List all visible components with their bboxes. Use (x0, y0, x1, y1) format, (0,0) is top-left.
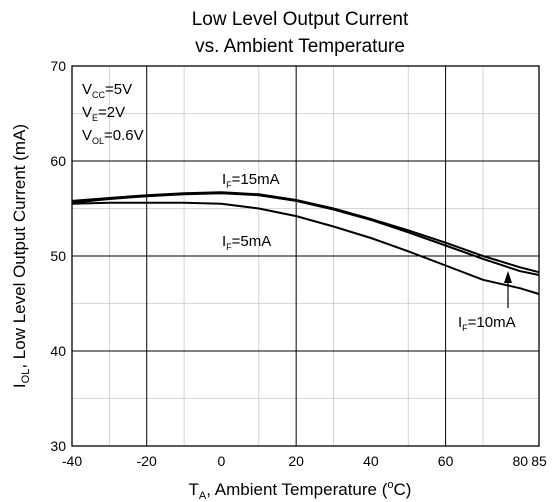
condition-ve: VE=2V (82, 104, 125, 123)
series-line-15ma (71, 191, 540, 274)
series-line-10ma (71, 192, 540, 276)
y-tick-label: 70 (50, 58, 66, 74)
y-axis-label: IOL, Low Level Output Current (mA) (10, 124, 32, 388)
condition-vol: VOL=0.6V (82, 127, 144, 146)
series-label-5ma: IF=5mA (222, 233, 271, 252)
y-tick-labels: 30 40 50 60 70 (50, 58, 66, 454)
x-tick-label: 80 (513, 453, 529, 469)
y-tick-label: 50 (50, 248, 66, 264)
chart-title-line-1: Low Level Output Current (192, 9, 409, 30)
x-tick-label: -20 (137, 453, 157, 469)
chart-title-line-2: vs. Ambient Temperature (195, 36, 405, 57)
series-line-5ma (71, 201, 540, 295)
x-tick-label: 85 (531, 453, 547, 469)
x-tick-label: 0 (218, 453, 226, 469)
x-axis-label: TA, Ambient Temperature (oC) (189, 479, 412, 502)
y-tick-label: 40 (50, 343, 66, 359)
y-tick-label: 30 (50, 438, 66, 454)
plot-frame (71, 65, 540, 447)
test-conditions: VCC=5V VE=2V VOL=0.6V (82, 81, 144, 146)
x-tick-label: 60 (438, 453, 454, 469)
series-label-15ma: IF=15mA (222, 171, 280, 190)
condition-vcc: VCC=5V (82, 81, 132, 100)
series-label-10ma: IF=10mA (458, 314, 516, 333)
y-tick-label: 60 (50, 153, 66, 169)
x-tick-label: 40 (363, 453, 379, 469)
x-tick-label: -40 (62, 453, 82, 469)
series-10ma-pointer-arrow (504, 271, 512, 308)
major-grid (72, 66, 539, 446)
series-layer (71, 191, 540, 295)
x-tick-label: 20 (288, 453, 304, 469)
x-tick-labels: -40 -20 0 20 40 60 80 85 (62, 453, 547, 469)
